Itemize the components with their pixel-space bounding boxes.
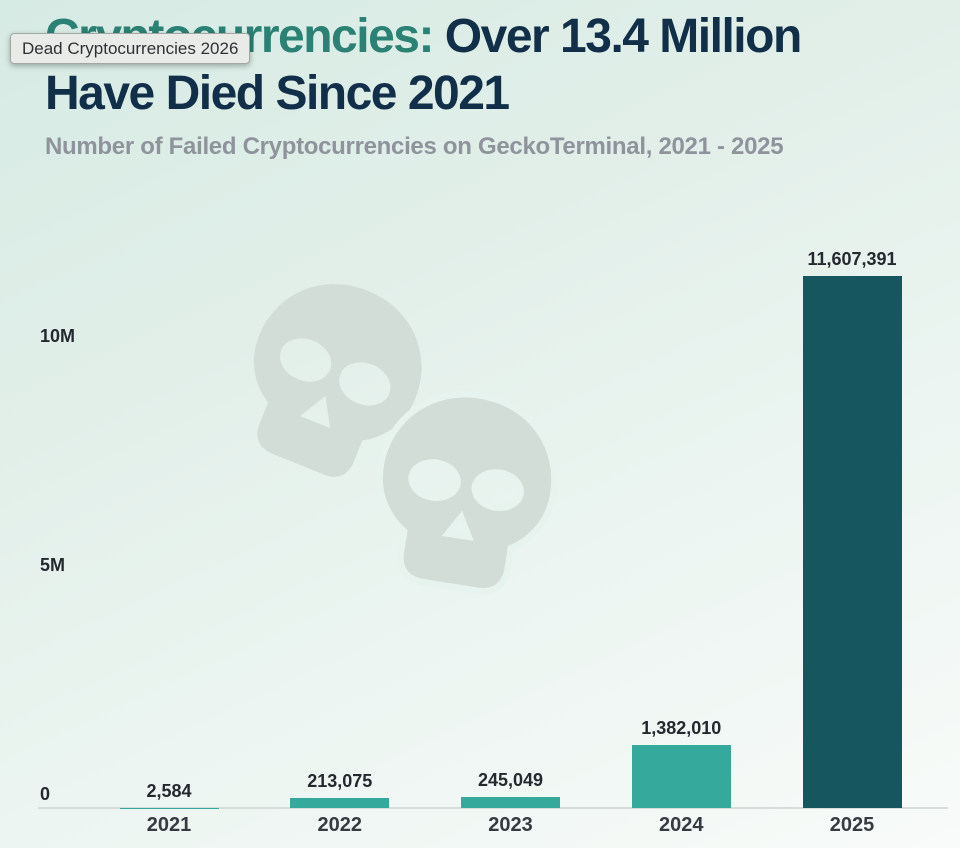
y-tick-label-0: 0: [40, 784, 51, 804]
value-label-2024: 1,382,010: [641, 717, 722, 738]
x-tick-label-2023: 2023: [488, 814, 533, 836]
tooltip: Dead Cryptocurrencies 2026: [10, 33, 251, 64]
value-label-2022: 213,075: [307, 771, 373, 792]
x-axis-line: [38, 807, 948, 809]
value-label-2023: 245,049: [477, 769, 544, 790]
bar-2022: [290, 798, 390, 808]
skull-icon: [253, 284, 422, 477]
header: Cryptocurrencies: Over 13.4 Million Have…: [45, 8, 935, 160]
y-tick-label-5M: 5M: [40, 555, 66, 575]
x-tick-label-2024: 2024: [659, 814, 704, 836]
value-label-2021: 2,584: [146, 780, 192, 801]
value-label-2025: 11,607,391: [807, 249, 897, 270]
x-tick-label-2022: 2022: [317, 814, 363, 836]
x-tick-label-2021: 2021: [146, 814, 192, 836]
bar-2023: [461, 796, 560, 808]
bar-2024: [631, 744, 731, 808]
skull-icon: [376, 391, 558, 595]
page-title: Cryptocurrencies: Over 13.4 Million Have…: [45, 8, 935, 122]
x-tick-label-2025: 2025: [829, 814, 875, 836]
title-rest-line1: Over 13.4 Million: [432, 10, 802, 63]
chart-subtitle: Number of Failed Cryptocurrencies on Gec…: [45, 133, 784, 160]
bar-2025: [802, 276, 902, 808]
y-tick-label-10M: 10M: [40, 326, 76, 346]
title-line2: Have Died Since 2021: [45, 67, 510, 120]
